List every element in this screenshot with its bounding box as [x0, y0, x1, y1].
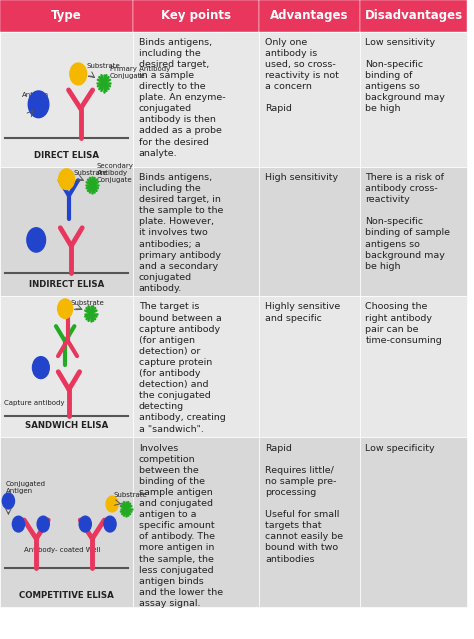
- FancyBboxPatch shape: [133, 438, 259, 607]
- Circle shape: [79, 516, 91, 532]
- Text: COMPETITIVE ELISA: COMPETITIVE ELISA: [19, 591, 114, 600]
- FancyBboxPatch shape: [259, 296, 360, 438]
- Text: Binds antigens,
including the
desired target,
in a sample
directly to the
plate.: Binds antigens, including the desired ta…: [139, 38, 225, 158]
- FancyBboxPatch shape: [360, 296, 467, 438]
- Text: SANDWICH ELISA: SANDWICH ELISA: [25, 421, 108, 430]
- Circle shape: [70, 63, 87, 85]
- Text: Highly sensitive
and specific: Highly sensitive and specific: [265, 302, 340, 323]
- Text: Involves
competition
between the
binding of the
sample antigen
and conjugated
an: Involves competition between the binding…: [139, 443, 223, 608]
- Text: Only one
antibody is
used, so cross-
reactivity is not
a concern

Rapid: Only one antibody is used, so cross- rea…: [265, 38, 339, 113]
- Text: Disadvantages: Disadvantages: [365, 10, 463, 22]
- Text: Binds antigens,
including the
desired target, in
the sample to the
plate. Howeve: Binds antigens, including the desired ta…: [139, 173, 223, 293]
- Circle shape: [27, 227, 46, 252]
- FancyBboxPatch shape: [360, 0, 467, 31]
- FancyBboxPatch shape: [133, 31, 259, 167]
- FancyBboxPatch shape: [360, 167, 467, 296]
- FancyBboxPatch shape: [0, 296, 133, 438]
- Circle shape: [28, 91, 49, 118]
- Circle shape: [106, 496, 118, 512]
- FancyBboxPatch shape: [0, 167, 133, 296]
- FancyBboxPatch shape: [133, 0, 259, 31]
- Text: Low sensitivity

Non-specific
binding of
antigens so
background may
be high: Low sensitivity Non-specific binding of …: [365, 38, 445, 113]
- FancyBboxPatch shape: [0, 438, 133, 607]
- Circle shape: [104, 516, 116, 532]
- Text: Substrate: Substrate: [87, 63, 120, 69]
- Circle shape: [33, 357, 49, 378]
- Text: Antibody- coated Well: Antibody- coated Well: [24, 546, 100, 553]
- Text: There is a risk of
antibody cross-
reactivity

Non-specific
binding of sample
an: There is a risk of antibody cross- react…: [365, 173, 450, 271]
- Text: Conjugated
Antigen: Conjugated Antigen: [6, 481, 46, 494]
- FancyBboxPatch shape: [133, 296, 259, 438]
- Text: High sensitivity: High sensitivity: [265, 173, 338, 182]
- Text: Primary Antibody
Conjugate: Primary Antibody Conjugate: [110, 66, 170, 79]
- Text: Low specificity: Low specificity: [365, 443, 435, 452]
- Text: Secondary
Antibody
Conjugate: Secondary Antibody Conjugate: [97, 163, 134, 183]
- Text: Substrate: Substrate: [73, 169, 107, 176]
- Circle shape: [59, 169, 74, 190]
- Text: Key points: Key points: [161, 10, 231, 22]
- Circle shape: [2, 493, 15, 509]
- FancyBboxPatch shape: [259, 167, 360, 296]
- FancyBboxPatch shape: [259, 31, 360, 167]
- FancyBboxPatch shape: [360, 438, 467, 607]
- Text: Choosing the
right antibody
pair can be
time-consuming: Choosing the right antibody pair can be …: [365, 302, 442, 345]
- FancyBboxPatch shape: [133, 167, 259, 296]
- Text: Substrate: Substrate: [113, 492, 147, 498]
- Text: INDIRECT ELISA: INDIRECT ELISA: [29, 280, 104, 289]
- Text: Substrate: Substrate: [71, 300, 105, 305]
- Circle shape: [37, 516, 49, 532]
- Text: Type: Type: [51, 10, 82, 22]
- Text: The target is
bound between a
capture antibody
(for antigen
detection) or
captur: The target is bound between a capture an…: [139, 302, 226, 434]
- FancyBboxPatch shape: [259, 438, 360, 607]
- Circle shape: [12, 516, 25, 532]
- Text: Rapid

Requires little/
no sample pre-
processing

Useful for small
targets that: Rapid Requires little/ no sample pre- pr…: [265, 443, 343, 564]
- Circle shape: [58, 299, 73, 318]
- FancyBboxPatch shape: [0, 0, 133, 31]
- Text: Capture antibody: Capture antibody: [4, 401, 64, 406]
- Text: DIRECT ELISA: DIRECT ELISA: [34, 151, 99, 160]
- FancyBboxPatch shape: [259, 0, 360, 31]
- FancyBboxPatch shape: [0, 31, 133, 167]
- FancyBboxPatch shape: [360, 31, 467, 167]
- Text: Advantages: Advantages: [270, 10, 349, 22]
- Text: Antigen: Antigen: [22, 92, 49, 98]
